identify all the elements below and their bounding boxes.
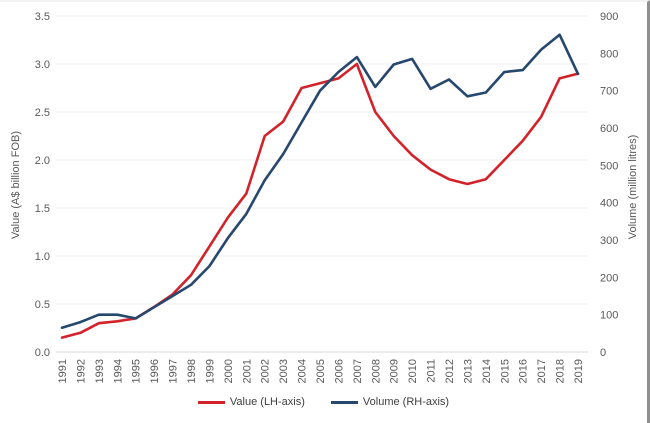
x-axis-tick-label: 1999 [204, 359, 216, 383]
left-axis-tick-label: 0.0 [35, 347, 50, 359]
right-axis-tick-label: 200 [600, 272, 618, 284]
right-axis-title: Volume (million litres) [627, 134, 639, 240]
legend-label-value: Value (LH-axis) [229, 396, 305, 408]
x-axis-tick-label: 2016 [518, 359, 530, 383]
chart-legend: Value (LH-axis) Volume (RH-axis) [0, 396, 647, 408]
x-axis-tick-label: 2011 [426, 359, 438, 383]
right-axis-tick-label: 900 [600, 11, 618, 23]
x-axis-tick-label: 1998 [186, 359, 198, 383]
x-axis-tick-label: 1996 [149, 359, 161, 383]
x-axis-tick-label: 2006 [333, 359, 345, 383]
right-axis-tick-label: 700 [600, 86, 618, 98]
x-axis-tick-label: 1993 [94, 359, 106, 383]
legend-label-volume: Volume (RH-axis) [362, 396, 450, 408]
left-axis-tick-label: 1.0 [35, 251, 50, 263]
x-axis-tick-label: 2003 [278, 359, 290, 383]
left-axis-tick-label: 2.0 [35, 155, 50, 167]
left-axis-title: Value (A$ billion FOB) [10, 130, 22, 240]
right-axis-tick-label: 300 [600, 235, 618, 247]
x-axis-tick-label: 2004 [297, 359, 309, 383]
value-line [60, 62, 580, 339]
left-axis-tick-label: 3.0 [35, 59, 50, 71]
x-axis-tick-label: 2010 [407, 359, 419, 383]
left-axis-tick-label: 2.5 [35, 107, 50, 119]
x-axis-tick-label: 1997 [168, 359, 180, 383]
x-axis-tick-label: 2008 [370, 359, 382, 383]
right-axis-tick-label: 0 [600, 347, 606, 359]
left-axis-tick-label: 3.5 [35, 11, 50, 23]
right-axis-tick-label: 400 [600, 198, 618, 210]
x-axis-tick-label: 1995 [131, 359, 143, 383]
right-axis-tick-label: 800 [600, 48, 618, 60]
right-axis-tick-label: 600 [600, 123, 618, 135]
x-axis-tick-label: 2017 [536, 359, 548, 383]
x-axis-tick-label: 2012 [444, 359, 456, 383]
x-axis-tick-label: 2000 [223, 359, 235, 383]
x-axis-tick-label: 2015 [499, 359, 511, 383]
right-axis-tick-label: 100 [600, 310, 618, 322]
x-axis-tick-label: 1992 [75, 359, 87, 383]
volume-line-swatch [330, 400, 358, 404]
x-axis-tick-label: 1991 [57, 359, 69, 383]
x-axis-tick-label: 2014 [481, 359, 493, 383]
right-axis-tick-label: 500 [600, 160, 618, 172]
value-line-swatch [197, 400, 225, 404]
left-axis-tick-label: 1.5 [35, 203, 50, 215]
x-axis-tick-label: 1994 [112, 359, 124, 383]
legend-item-volume: Volume (RH-axis) [330, 396, 450, 408]
x-axis-tick-label: 2001 [241, 359, 253, 383]
volume-line [60, 33, 580, 330]
x-axis-tick-label: 2013 [462, 359, 474, 383]
legend-item-value: Value (LH-axis) [197, 396, 305, 408]
left-axis-tick-label: 0.5 [35, 299, 50, 311]
x-axis-tick-label: 2019 [573, 359, 585, 383]
x-axis-tick-label: 2007 [352, 359, 364, 383]
x-axis-tick-label: 2009 [389, 359, 401, 383]
x-axis-tick-label: 2018 [555, 359, 567, 383]
x-axis-tick-label: 2002 [260, 359, 272, 383]
x-axis-tick-label: 2005 [315, 359, 327, 383]
